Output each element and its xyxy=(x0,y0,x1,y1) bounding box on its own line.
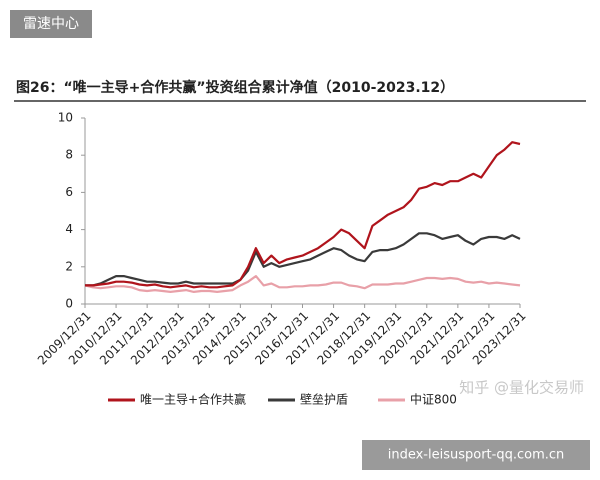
series-line xyxy=(85,232,521,287)
legend-label: 唯一主导+合作共赢 xyxy=(140,392,246,407)
legend-label: 壁垒护盾 xyxy=(300,392,348,407)
y-tick-label: 0 xyxy=(65,297,73,311)
series-line xyxy=(85,141,521,289)
legend-label: 中证800 xyxy=(410,392,457,407)
url-bg xyxy=(362,440,590,470)
badge: 雷速中心 xyxy=(23,16,79,32)
chart-title: 图26：“唯一主导+合作共赢”投资组合累计净值（2010-2023.12） xyxy=(16,79,454,96)
y-tick-label: 10 xyxy=(58,111,73,125)
url: index-leisusport-qq.com.cn xyxy=(388,448,565,463)
y-tick-label: 2 xyxy=(65,259,73,273)
badge-bg xyxy=(10,10,92,38)
y-tick-label: 6 xyxy=(65,185,73,199)
series-line xyxy=(84,275,521,293)
watermark: 知乎 @量化交易师 xyxy=(459,379,584,397)
y-tick-label: 4 xyxy=(65,222,73,236)
y-tick-label: 8 xyxy=(65,148,73,162)
